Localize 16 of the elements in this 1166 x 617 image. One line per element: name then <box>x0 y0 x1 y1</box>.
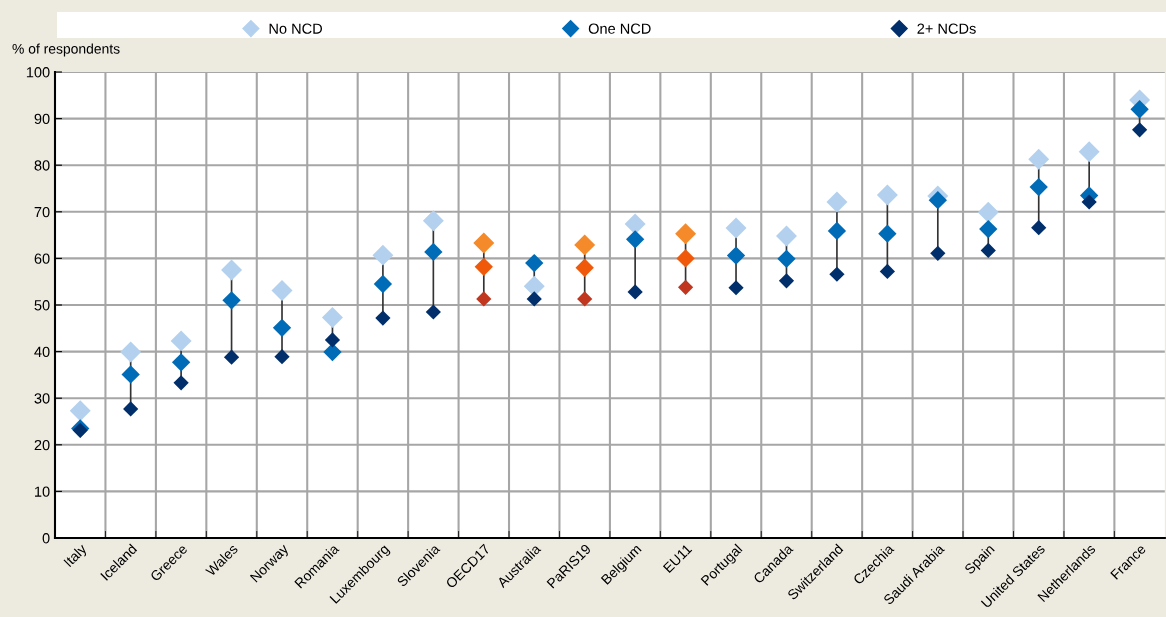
legend-label: One NCD <box>588 23 651 34</box>
legend-label: 2+ NCDs <box>917 23 976 34</box>
y-tick-label: 20 <box>34 439 50 451</box>
y-tick-label: 50 <box>34 300 50 311</box>
y-tick-label: 80 <box>34 160 50 171</box>
y-tick-label: 90 <box>34 113 50 125</box>
y-tick-label: 0 <box>42 533 50 544</box>
y-tick-label: 30 <box>34 393 50 404</box>
y-tick-label: 100 <box>26 67 50 78</box>
y-tick-label: 70 <box>34 206 50 218</box>
y-tick-label: 10 <box>35 486 50 497</box>
x-tick-label: Italy <box>63 542 90 570</box>
y-tick-label: 40 <box>34 346 50 358</box>
y-tick-label: 60 <box>34 253 50 264</box>
legend-label: No NCD <box>269 23 322 34</box>
y-axis-title: % of respondents <box>12 43 120 57</box>
